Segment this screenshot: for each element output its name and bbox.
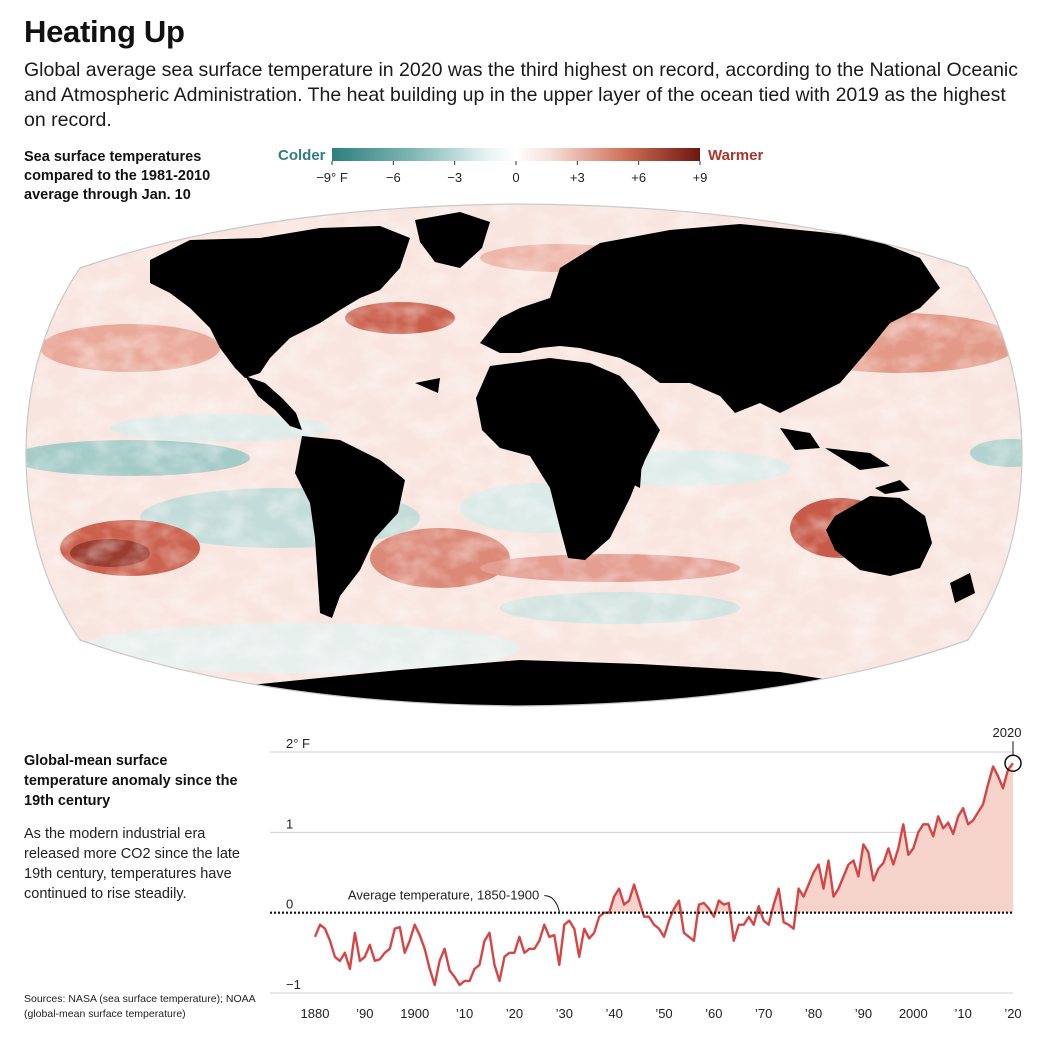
x-tick-label: 2000 <box>899 1006 928 1021</box>
x-tick-label: ’10 <box>456 1006 473 1021</box>
x-tick-label: ’30 <box>556 1006 573 1021</box>
central-america-landmass <box>245 376 302 430</box>
world-map <box>20 198 1028 710</box>
temperature-anomaly-chart: Average temperature, 1850-1900 2° F10−1 … <box>270 725 1022 1021</box>
reference-label-leader <box>544 895 560 912</box>
y-tick-label: 0 <box>286 897 293 912</box>
x-tick-label: ’50 <box>655 1006 672 1021</box>
chart-caption: Global-mean surface temperature anomaly … <box>24 753 238 809</box>
x-tick-label: ’20 <box>506 1006 523 1021</box>
map-caption: Sea surface temperatures compared to the… <box>24 149 211 203</box>
highlight-2020-label: 2020 <box>993 725 1022 740</box>
y-tick-label: −1 <box>286 977 301 992</box>
africa-landmass <box>476 358 660 560</box>
anomaly-line <box>313 762 1014 987</box>
x-tick-label: ’20 <box>1004 1006 1021 1021</box>
color-scale-legend: Colder Warmer −9° F −6 −3 0 +3 +6 +9 <box>278 147 763 185</box>
legend-warm-label: Warmer <box>708 147 763 164</box>
x-tick-label: ’60 <box>705 1006 722 1021</box>
x-tick-label: ’90 <box>356 1006 373 1021</box>
legend-tick-label: 0 <box>512 170 519 185</box>
legend-tick-label: −6 <box>386 170 401 185</box>
x-tick-label: ’80 <box>805 1006 822 1021</box>
continents <box>150 212 975 706</box>
legend-tick-label: −3 <box>447 170 462 185</box>
legend-tick-label: +3 <box>570 170 585 185</box>
sources-note: Sources: NASA (sea surface temperature);… <box>24 993 256 1020</box>
x-tick-label: ’70 <box>755 1006 772 1021</box>
average-reference-label: Average temperature, 1850-1900 <box>348 888 539 903</box>
x-tick-label: ’40 <box>605 1006 622 1021</box>
page-title: Heating Up <box>24 14 185 49</box>
north-america-landmass <box>150 226 410 378</box>
x-tick-label: 1880 <box>301 1006 330 1021</box>
eurasia-landmass <box>480 224 940 413</box>
legend-cold-label: Colder <box>278 147 326 164</box>
x-tick-label: ’10 <box>954 1006 971 1021</box>
chart-description: As the modern industrial era released mo… <box>24 826 240 902</box>
anomaly-area-fill <box>315 763 1013 913</box>
legend-tick-label: +9 <box>693 170 708 185</box>
page-subtitle: Global average sea surface temperature i… <box>24 59 1018 131</box>
legend-tick-label: −9° F <box>316 170 348 185</box>
legend-tick-label: +6 <box>631 170 646 185</box>
highlight-2020-marker <box>1004 754 1022 772</box>
y-tick-label: 1 <box>286 816 293 831</box>
y-tick-label: 2° F <box>286 736 310 751</box>
x-tick-label: 1900 <box>400 1006 429 1021</box>
legend-gradient-bar <box>332 148 700 161</box>
greenland-landmass <box>415 212 490 268</box>
south-america-landmass <box>295 436 405 618</box>
x-tick-label: ’90 <box>855 1006 872 1021</box>
australia-landmass <box>826 496 932 576</box>
map-outline <box>25 203 1023 707</box>
